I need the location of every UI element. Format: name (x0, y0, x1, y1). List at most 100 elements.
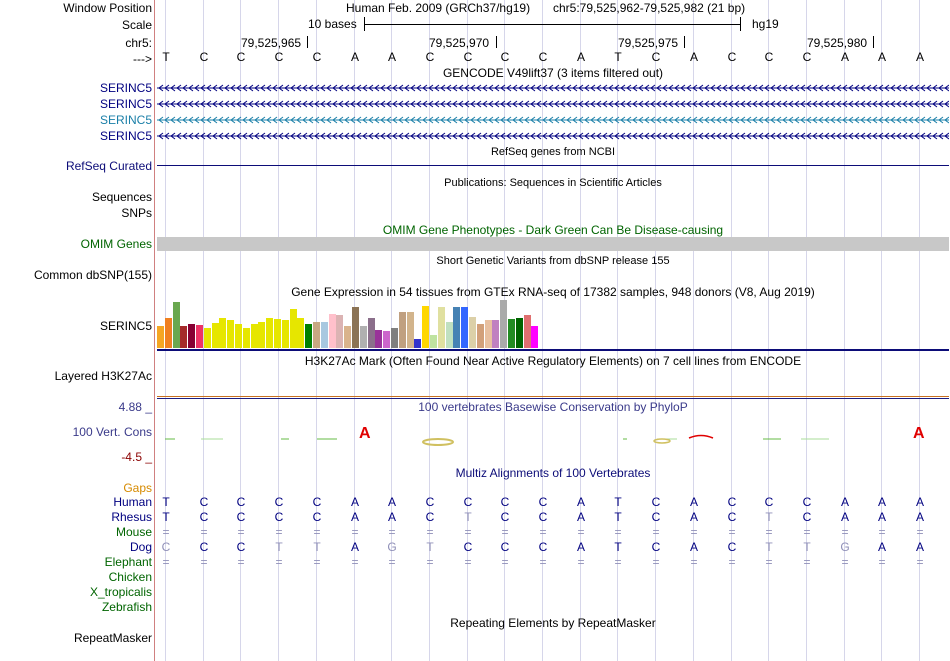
multiz-species-label[interactable]: Chicken (108, 570, 152, 584)
gtex-tissue-bar[interactable] (219, 318, 227, 348)
gtex-tissue-bar[interactable] (508, 319, 515, 348)
publications-sequences-label[interactable]: Sequences (91, 190, 152, 204)
omim-title[interactable]: OMIM Gene Phenotypes - Dark Green Can Be… (382, 223, 724, 237)
gencode-title[interactable]: GENCODE V49lift37 (3 items filtered out) (442, 66, 664, 80)
gtex-tissue-bar[interactable] (414, 339, 422, 348)
gtex-tissue-bar[interactable] (266, 318, 274, 348)
gtex-tissue-bar[interactable] (352, 307, 359, 348)
gencode-transcript-strand[interactable] (157, 99, 949, 109)
multiz-base: = (501, 555, 509, 569)
gencode-transcript-strand[interactable] (157, 83, 949, 93)
gtex-tissue-bar[interactable] (164, 318, 172, 348)
gtex-tissue-bar[interactable] (211, 323, 219, 348)
gtex-tissue-bar[interactable] (250, 324, 258, 348)
phylop-label[interactable]: 100 Vert. Cons (72, 425, 152, 439)
gtex-tissue-bar[interactable] (375, 330, 383, 348)
gtex-tissue-bar[interactable] (235, 324, 242, 348)
gencode-transcript-strand[interactable] (157, 115, 949, 125)
multiz-species-label[interactable]: Mouse (115, 525, 152, 539)
gencode-track-label[interactable]: SERINC5 (99, 113, 152, 127)
gencode-transcript-strand[interactable] (157, 131, 949, 141)
grid-line (429, 0, 430, 661)
gtex-tissue-bar[interactable] (367, 318, 375, 348)
repeatmasker-title[interactable]: Repeating Elements by RepeatMasker (450, 616, 656, 630)
gtex-tissue-bar[interactable] (258, 322, 266, 348)
gtex-tissue-bar[interactable] (398, 312, 406, 348)
multiz-species-label[interactable]: X_tropicalis (89, 585, 152, 599)
publications-title[interactable]: Publications: Sequences in Scientific Ar… (444, 177, 662, 189)
refseq-line[interactable] (157, 165, 949, 166)
gtex-tissue-bar[interactable] (344, 326, 352, 348)
gtex-label[interactable]: SERINC5 (99, 319, 152, 333)
gtex-tissue-bar[interactable] (453, 307, 461, 348)
gtex-tissue-bar[interactable] (305, 324, 313, 348)
gtex-tissue-bar[interactable] (313, 322, 320, 348)
multiz-gaps-label[interactable]: Gaps (123, 481, 152, 495)
gtex-tissue-bar[interactable] (336, 315, 344, 348)
gtex-tissue-bar[interactable] (469, 317, 476, 348)
gtex-tissue-bar[interactable] (297, 318, 305, 348)
multiz-species-label[interactable]: Elephant (104, 555, 152, 569)
gtex-tissue-bar[interactable] (242, 328, 250, 348)
gtex-tissue-bar[interactable] (437, 307, 445, 348)
gtex-tissue-bar[interactable] (476, 324, 484, 348)
gtex-tissue-bar[interactable] (203, 328, 211, 348)
publications-snps-label[interactable]: SNPs (121, 206, 152, 220)
gtex-tissue-bar[interactable] (461, 307, 469, 348)
gtex-tissue-bar[interactable] (289, 309, 297, 348)
gtex-tissue-bar[interactable] (515, 318, 523, 348)
multiz-title[interactable]: Multiz Alignments of 100 Vertebrates (455, 466, 651, 480)
phylop-a-logo-1: A (359, 425, 371, 442)
refseq-title[interactable]: RefSeq genes from NCBI (490, 146, 616, 158)
gtex-tissue-bar[interactable] (227, 320, 235, 348)
multiz-base: T (614, 540, 622, 554)
gtex-tissue-bar[interactable] (445, 322, 453, 348)
gtex-tissue-bar[interactable] (157, 326, 164, 348)
gtex-tissue-bar[interactable] (484, 320, 492, 348)
multiz-base: A (877, 495, 886, 509)
multiz-base: C (651, 510, 661, 524)
gencode-track-label[interactable]: SERINC5 (99, 81, 152, 95)
grid-line (542, 0, 543, 661)
multiz-species-label[interactable]: Human (113, 495, 152, 509)
gtex-tissue-bar[interactable] (320, 322, 328, 348)
phylop-logo[interactable]: A A (157, 424, 949, 450)
gtex-tissue-bar[interactable] (274, 319, 281, 348)
repeatmasker-label[interactable]: RepeatMasker (73, 631, 152, 645)
refseq-label[interactable]: RefSeq Curated (65, 159, 152, 173)
gencode-track-label[interactable]: SERINC5 (99, 97, 152, 111)
multiz-species-label[interactable]: Zebrafish (101, 600, 152, 614)
dbsnp-label[interactable]: Common dbSNP(155) (33, 268, 152, 282)
h3k27ac-label[interactable]: Layered H3K27Ac (54, 369, 152, 383)
multiz-species-label[interactable]: Rhesus (111, 510, 152, 524)
omim-bar[interactable] (157, 237, 949, 251)
gtex-tissue-bar[interactable] (500, 300, 508, 348)
position-text[interactable]: chr5:79,525,962-79,525,982 (21 bp) (553, 1, 746, 15)
multiz-species-label[interactable]: Dog (129, 540, 152, 554)
omim-label[interactable]: OMIM Genes (80, 237, 152, 251)
gtex-tissue-bar[interactable] (523, 315, 531, 348)
gtex-tissue-bar[interactable] (531, 326, 539, 348)
multiz-base: = (728, 555, 736, 569)
gtex-tissue-bar[interactable] (188, 324, 196, 348)
gtex-tissue-bar[interactable] (422, 306, 430, 348)
gtex-tissue-bar[interactable] (281, 320, 289, 348)
gtex-tissue-bar[interactable] (406, 312, 414, 348)
dbsnp-title[interactable]: Short Genetic Variants from dbSNP releas… (436, 255, 670, 267)
gtex-tissue-bar[interactable] (196, 325, 203, 348)
gtex-tissue-bar[interactable] (328, 314, 336, 348)
gtex-bar-chart[interactable] (157, 300, 539, 348)
phylop-title[interactable]: 100 vertebrates Basewise Conservation by… (418, 400, 688, 414)
gtex-tissue-bar[interactable] (391, 328, 398, 348)
gencode-track-label[interactable]: SERINC5 (99, 129, 152, 143)
h3k27ac-title[interactable]: H3K27Ac Mark (Often Found Near Active Re… (304, 354, 802, 368)
gtex-title[interactable]: Gene Expression in 54 tissues from GTEx … (291, 285, 815, 299)
gtex-tissue-bar[interactable] (383, 331, 391, 348)
multiz-base: T (162, 510, 170, 524)
gtex-tissue-bar[interactable] (172, 302, 180, 348)
gtex-tissue-bar[interactable] (359, 326, 367, 348)
gtex-tissue-bar[interactable] (430, 335, 437, 348)
gtex-tissue-bar[interactable] (492, 320, 500, 348)
multiz-base: = (351, 525, 359, 539)
gtex-tissue-bar[interactable] (180, 326, 188, 348)
